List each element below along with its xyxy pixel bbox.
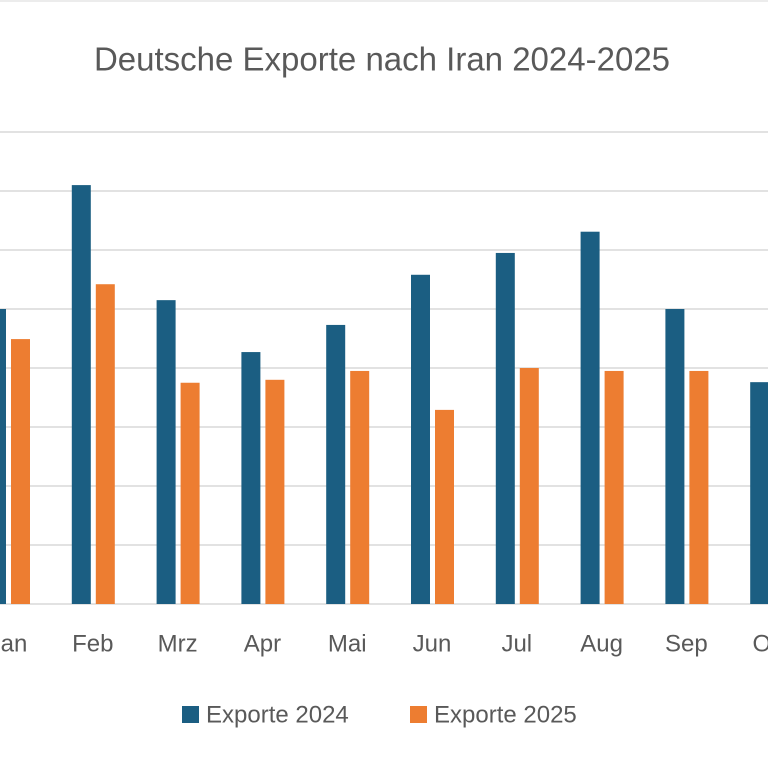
bar bbox=[350, 370, 370, 604]
bar bbox=[71, 185, 91, 604]
bar bbox=[435, 409, 454, 604]
bar bbox=[0, 309, 6, 604]
x-tick-label: Feb bbox=[72, 630, 113, 657]
legend-swatch bbox=[410, 706, 427, 723]
bar bbox=[750, 382, 768, 604]
chart-title: Deutsche Exporte nach Iran 2024-2025 bbox=[94, 41, 670, 78]
bar bbox=[495, 252, 515, 604]
x-tick-label: Jan bbox=[0, 630, 27, 657]
legend-label: Exporte 2025 bbox=[434, 701, 577, 728]
x-tick-label: Jul bbox=[501, 630, 532, 657]
bar bbox=[604, 370, 624, 604]
bar bbox=[665, 309, 685, 604]
bar bbox=[180, 382, 200, 604]
legend-swatch bbox=[182, 706, 199, 723]
bar bbox=[95, 284, 115, 604]
legend-label: Exporte 2024 bbox=[206, 701, 349, 728]
x-tick-label: Sep bbox=[665, 630, 708, 657]
bar bbox=[265, 379, 285, 604]
x-tick-label: Aug bbox=[580, 630, 623, 657]
x-tick-label: Apr bbox=[244, 630, 281, 657]
bar bbox=[411, 274, 430, 604]
bar bbox=[519, 368, 539, 604]
x-tick-label: Mrz bbox=[158, 630, 198, 657]
bar bbox=[241, 352, 261, 604]
x-tick-label: Okt bbox=[753, 630, 768, 657]
bar bbox=[580, 231, 600, 604]
x-tick-label: Mai bbox=[328, 630, 367, 657]
bar bbox=[11, 339, 30, 604]
bar bbox=[156, 300, 176, 604]
bar bbox=[326, 324, 346, 604]
bar bbox=[689, 370, 709, 604]
x-tick-label: Jun bbox=[413, 630, 452, 657]
